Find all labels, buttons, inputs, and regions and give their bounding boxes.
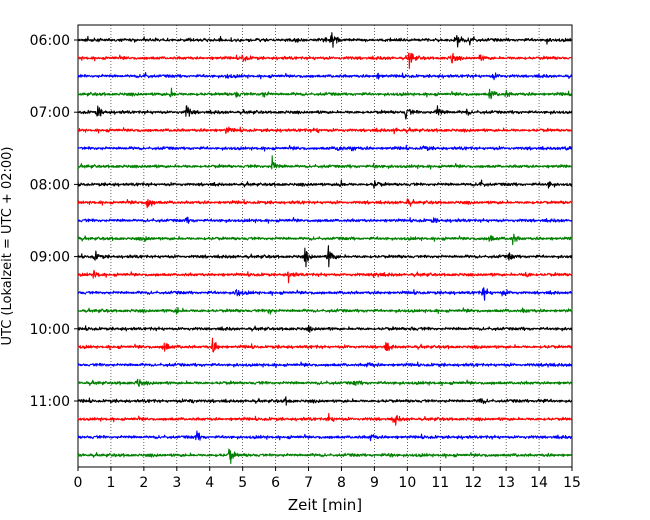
x-tick-label: 9 <box>370 475 379 491</box>
x-tick-label: 8 <box>337 475 346 491</box>
y-tick-label: 08:00 <box>30 177 70 193</box>
trace-0645 <box>77 87 573 100</box>
x-tick-label: 3 <box>172 475 181 491</box>
trace-0600 <box>77 32 573 48</box>
trace-1115 <box>77 412 573 426</box>
trace-1045 <box>77 378 573 387</box>
trace-0945 <box>77 307 573 315</box>
x-tick-label: 5 <box>238 475 247 491</box>
x-tick-label: 2 <box>139 475 148 491</box>
plot-area <box>77 24 573 468</box>
y-tick-label: 07:00 <box>30 105 70 121</box>
trace-group <box>77 32 573 465</box>
trace-0800 <box>77 179 573 189</box>
x-tick-label: 4 <box>205 475 214 491</box>
trace-1015 <box>77 337 573 353</box>
trace-1145 <box>77 448 573 465</box>
x-tick-label: 7 <box>304 475 313 491</box>
y-tick-label: 09:00 <box>30 250 70 266</box>
trace-0930 <box>77 287 573 301</box>
y-axis-label: UTC (Lokalzeit = UTC + 02:00) <box>0 147 15 346</box>
x-tick-label: 14 <box>530 475 548 491</box>
x-tick-label: 11 <box>431 475 449 491</box>
trace-0730 <box>77 144 573 152</box>
x-tick-label: 15 <box>563 475 581 491</box>
trace-0630 <box>77 71 573 81</box>
x-tick-label: 12 <box>464 475 482 491</box>
trace-1100 <box>77 396 573 406</box>
trace-0815 <box>77 198 573 209</box>
trace-1030 <box>77 361 573 369</box>
x-tick-label: 0 <box>74 475 83 491</box>
x-tick-label: 6 <box>271 475 280 491</box>
trace-0715 <box>77 126 573 135</box>
trace-0915 <box>77 269 573 284</box>
trace-0845 <box>77 233 573 246</box>
y-tick-label: 11:00 <box>30 394 70 410</box>
y-tick-label: 10:00 <box>30 322 70 338</box>
x-tick-label: 1 <box>106 475 115 491</box>
trace-0700 <box>77 105 573 120</box>
trace-0615 <box>77 52 573 69</box>
trace-1130 <box>77 430 573 442</box>
trace-1000 <box>77 324 573 333</box>
x-tick-label: 13 <box>497 475 515 491</box>
y-tick-label: 06:00 <box>30 33 70 49</box>
trace-0745 <box>77 155 573 170</box>
trace-0830 <box>77 216 573 224</box>
x-tick-label: 10 <box>398 475 416 491</box>
y-axis-ticks: 06:00 07:00 08:00 09:00 10:00 11:00 <box>30 33 78 410</box>
x-axis-ticks: 0 1 2 3 4 5 6 7 8 9 10 11 12 13 14 15 <box>74 467 581 491</box>
trace-0900 <box>77 245 573 268</box>
x-axis-label: Zeit [min] <box>288 496 362 514</box>
